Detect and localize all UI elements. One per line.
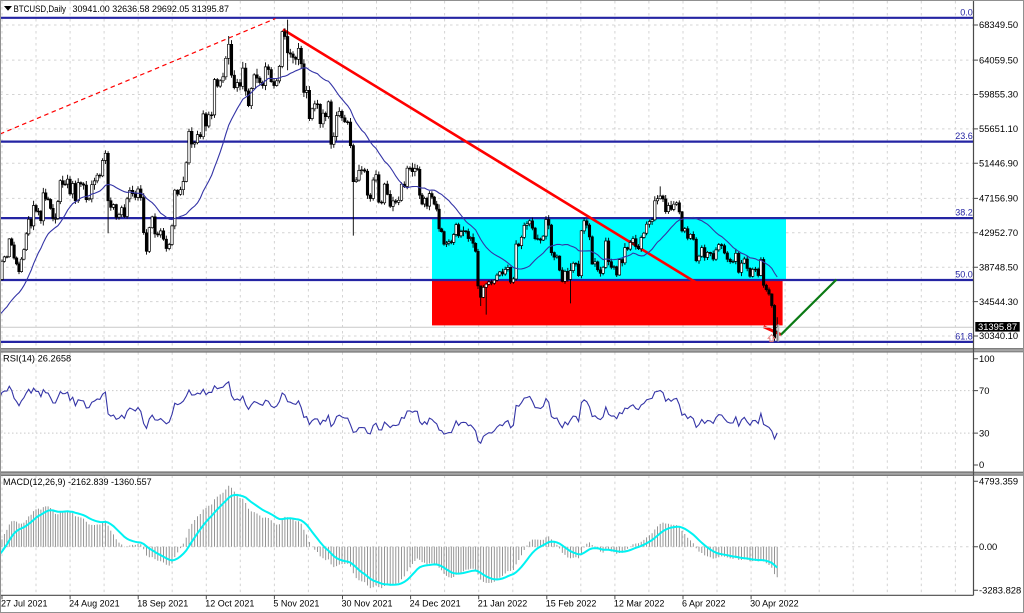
svg-text:59855.30: 59855.30: [979, 89, 1018, 100]
svg-text:34544.30: 34544.30: [979, 296, 1018, 307]
svg-text:4793.359: 4793.359: [979, 475, 1018, 486]
svg-text:27 Jul 2021: 27 Jul 2021: [1, 599, 48, 609]
svg-text:38748.50: 38748.50: [979, 261, 1018, 272]
svg-text:MACD(12,26,9) -2162.839 -1360.: MACD(12,26,9) -2162.839 -1360.557: [3, 477, 152, 487]
svg-text:24 Aug 2021: 24 Aug 2021: [69, 599, 120, 609]
svg-text:12 Oct 2021: 12 Oct 2021: [205, 599, 254, 609]
svg-text:18 Sep 2021: 18 Sep 2021: [137, 599, 188, 609]
svg-text:30: 30: [979, 427, 989, 438]
svg-text:47156.90: 47156.90: [979, 193, 1018, 204]
svg-text:51446.90: 51446.90: [979, 158, 1018, 169]
svg-text:64059.50: 64059.50: [979, 54, 1018, 65]
svg-text:38.2: 38.2: [955, 208, 973, 218]
svg-text:12 Mar 2022: 12 Mar 2022: [614, 599, 665, 609]
svg-text:-3283.828: -3283.828: [979, 585, 1021, 596]
svg-text:61.8: 61.8: [955, 331, 973, 341]
svg-text:0: 0: [979, 459, 984, 470]
svg-text:42952.70: 42952.70: [979, 227, 1018, 238]
svg-text:15 Feb 2022: 15 Feb 2022: [546, 599, 597, 609]
svg-text:30 Nov 2021: 30 Nov 2021: [342, 599, 393, 609]
svg-text:23.6: 23.6: [955, 131, 973, 141]
svg-text:RSI(14) 26.2658: RSI(14) 26.2658: [3, 354, 71, 364]
svg-text:100: 100: [979, 353, 995, 364]
svg-text:31395.87: 31395.87: [978, 321, 1017, 332]
svg-text:0.0: 0.0: [960, 7, 973, 17]
svg-text:30941.00 32636.58 29692.05 313: 30941.00 32636.58 29692.05 31395.87: [73, 4, 230, 14]
svg-text:30340.10: 30340.10: [979, 330, 1018, 341]
svg-text:5 Nov 2021: 5 Nov 2021: [273, 599, 319, 609]
svg-text:55651.10: 55651.10: [979, 123, 1018, 134]
svg-text:6 Apr 2022: 6 Apr 2022: [682, 599, 726, 609]
svg-text:68349.50: 68349.50: [979, 19, 1018, 30]
svg-text:BTCUSD,Daily: BTCUSD,Daily: [14, 4, 67, 14]
svg-text:21 Jan 2022: 21 Jan 2022: [478, 599, 528, 609]
svg-text:50.0: 50.0: [955, 270, 973, 280]
svg-text:30 Apr 2022: 30 Apr 2022: [750, 599, 799, 609]
svg-text:24 Dec 2021: 24 Dec 2021: [410, 599, 461, 609]
svg-text:70: 70: [979, 385, 989, 396]
svg-text:0.00: 0.00: [979, 541, 997, 552]
